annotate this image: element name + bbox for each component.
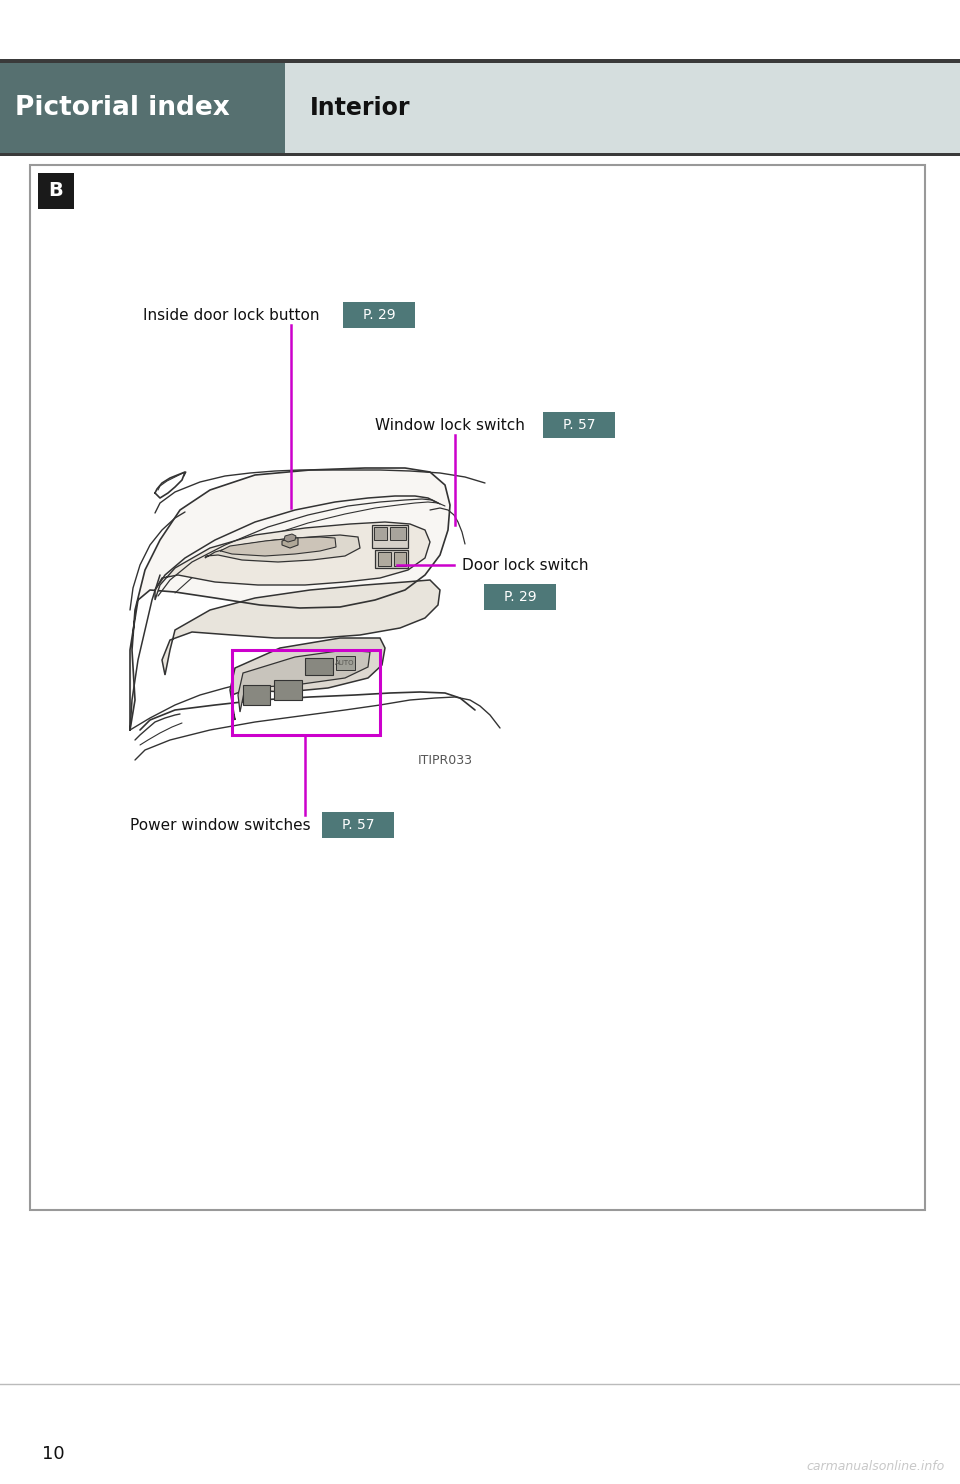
Polygon shape	[243, 686, 270, 705]
Bar	[0, 62, 285, 153]
Text: AUTO: AUTO	[335, 660, 355, 666]
Polygon shape	[378, 552, 391, 565]
Text: B: B	[49, 181, 63, 200]
Text: ITIPR033: ITIPR033	[418, 754, 472, 767]
Text: P. 57: P. 57	[563, 418, 595, 432]
Bar	[38, 174, 74, 209]
Polygon shape	[336, 656, 355, 669]
Polygon shape	[238, 650, 370, 712]
Text: Inside door lock button: Inside door lock button	[143, 307, 320, 322]
Text: Pictorial index: Pictorial index	[15, 95, 229, 122]
Bar	[0, 59, 960, 62]
Bar	[232, 650, 380, 735]
Polygon shape	[130, 467, 450, 730]
Polygon shape	[305, 657, 333, 675]
Polygon shape	[205, 536, 360, 562]
Polygon shape	[394, 552, 406, 565]
Text: carmanualsonline.info: carmanualsonline.info	[806, 1459, 945, 1472]
Polygon shape	[372, 525, 408, 548]
Polygon shape	[220, 537, 336, 556]
Polygon shape	[390, 527, 406, 540]
Polygon shape	[162, 580, 440, 675]
Text: Power window switches: Power window switches	[130, 818, 311, 833]
Bar	[30, 165, 925, 1209]
Polygon shape	[374, 527, 387, 540]
Text: Interior: Interior	[310, 96, 411, 120]
Text: P. 29: P. 29	[504, 591, 537, 604]
Text: P. 29: P. 29	[363, 309, 396, 322]
Text: P. 57: P. 57	[342, 818, 374, 833]
Text: Door lock switch: Door lock switch	[462, 558, 588, 573]
Polygon shape	[284, 534, 296, 542]
Bar	[322, 812, 394, 838]
Bar	[343, 303, 415, 328]
Polygon shape	[230, 638, 385, 720]
Polygon shape	[274, 680, 302, 700]
Bar	[543, 413, 615, 438]
Polygon shape	[282, 539, 298, 548]
Polygon shape	[155, 522, 430, 600]
Text: Window lock switch: Window lock switch	[375, 417, 525, 432]
Polygon shape	[375, 551, 408, 568]
Bar	[285, 62, 960, 153]
Bar	[484, 585, 556, 610]
Bar	[0, 153, 960, 156]
Text: 10: 10	[42, 1445, 64, 1463]
